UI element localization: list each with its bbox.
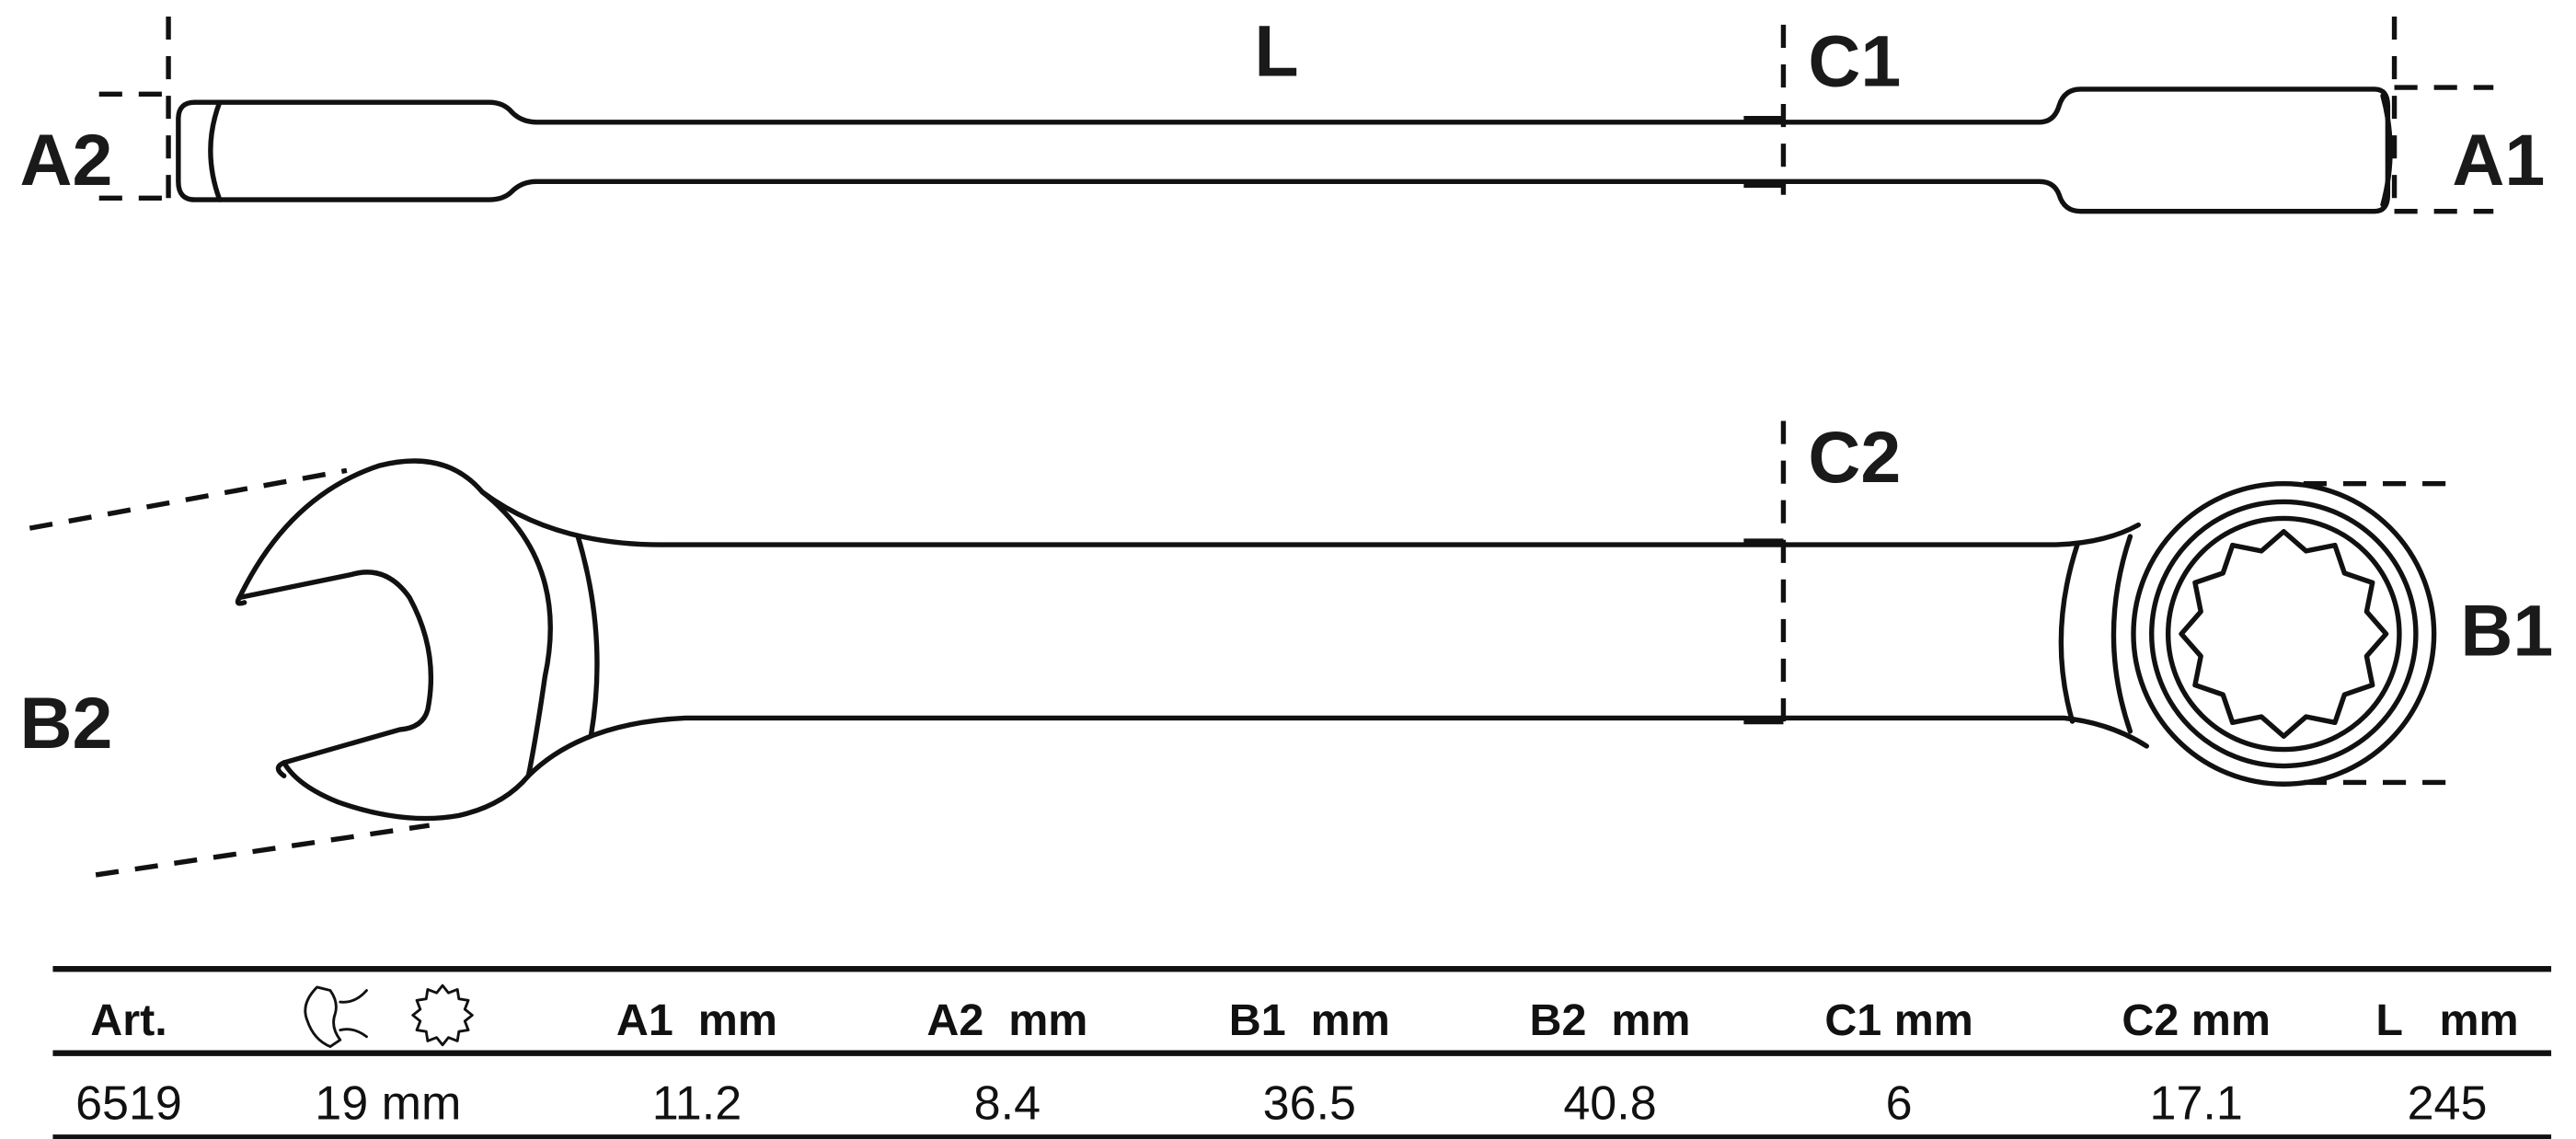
- table-header: B2 mm: [1529, 995, 1690, 1045]
- open-end-wrench-icon: [304, 985, 368, 1048]
- table-header: A1 mm: [616, 995, 777, 1045]
- table-header: C2 mm: [2122, 995, 2271, 1045]
- table-row: 6519 19 mm 11.2 8.4 36.5 40.8 6 17.1 245: [75, 1076, 2487, 1130]
- label-C1: C1: [1808, 20, 1901, 101]
- wrench-side-view: [98, 16, 2494, 215]
- table-header: A2 mm: [926, 995, 1087, 1045]
- label-A2: A2: [20, 120, 113, 201]
- label-C2: C2: [1808, 417, 1901, 498]
- table-cell: 17.1: [2150, 1076, 2243, 1130]
- table-cell: 6519: [75, 1076, 182, 1130]
- twelve-point-ring-icon: [411, 984, 474, 1047]
- table-cell: 11.2: [652, 1076, 742, 1130]
- spec-table: Art. A1 mm A2 mm B1 mm B2 mm C1 mm C2 mm L mm 6…: [52, 966, 2552, 1139]
- wrench-top-view: [29, 420, 2461, 878]
- twelve-point-ring-profile: [2179, 529, 2389, 739]
- label-B1: B1: [2460, 590, 2553, 671]
- table-cell: 36.5: [1263, 1076, 1356, 1130]
- table-cell: 8.4: [974, 1076, 1041, 1130]
- table-cell: 19 mm: [315, 1076, 461, 1130]
- table-cell: 245: [2408, 1076, 2488, 1130]
- label-A1: A1: [2452, 120, 2545, 201]
- label-L: L: [1254, 11, 1298, 92]
- table-header: Art.: [90, 995, 167, 1045]
- label-B2: B2: [20, 683, 113, 764]
- table-cell: 6: [1886, 1076, 1913, 1130]
- table-header: L mm: [2375, 995, 2518, 1045]
- table-header: B1 mm: [1229, 995, 1390, 1045]
- table-header: C1 mm: [1824, 995, 1973, 1045]
- table-cell: 40.8: [1563, 1076, 1656, 1130]
